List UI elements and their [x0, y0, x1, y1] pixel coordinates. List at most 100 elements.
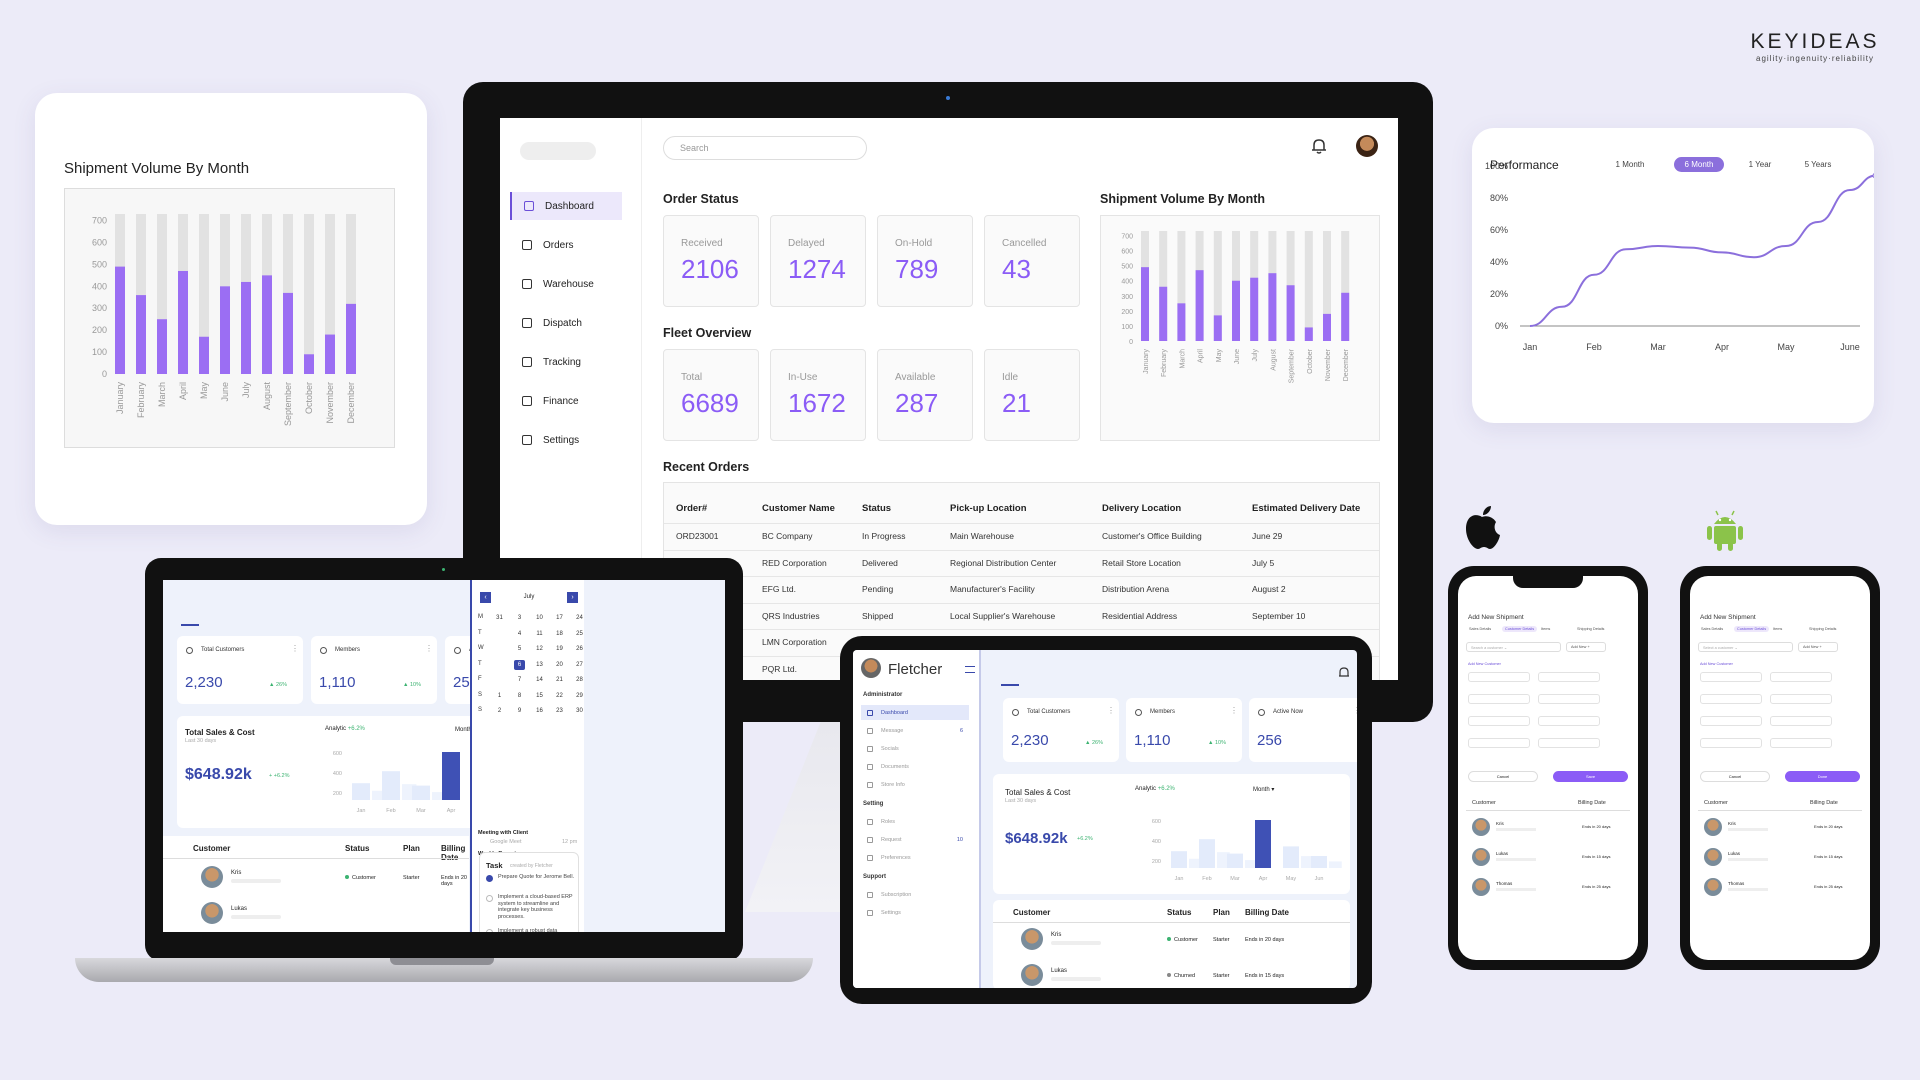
search-input[interactable]: Search — [663, 136, 867, 160]
calendar-date[interactable]: 11 — [536, 630, 543, 637]
avatar[interactable] — [1356, 135, 1378, 157]
perf-tab-5-years[interactable]: 5 Years — [1804, 160, 1832, 169]
sidebar-item-dashboard[interactable]: Dashboard — [510, 192, 622, 220]
calendar-date[interactable]: 10 — [536, 615, 543, 621]
calendar-date[interactable]: 22 — [556, 692, 563, 699]
sidebar-item-finance[interactable]: Finance — [510, 387, 622, 415]
nav-item-socials[interactable]: Socials — [861, 741, 969, 756]
calendar-date[interactable]: 19 — [556, 646, 563, 652]
calendar-date[interactable]: 20 — [556, 661, 563, 668]
nav-item-message[interactable]: Message 6 — [861, 723, 969, 738]
calendar-date[interactable]: 21 — [556, 677, 563, 683]
nav-item-roles[interactable]: Roles — [861, 814, 969, 829]
calendar-date[interactable]: 29 — [576, 692, 583, 699]
calendar-date[interactable]: 28 — [576, 677, 583, 683]
phone-form-field[interactable] — [1468, 672, 1530, 682]
nav-item-request[interactable]: Request 10 — [861, 832, 969, 847]
phone-form-field[interactable] — [1770, 672, 1832, 682]
nav-item-documents[interactable]: Documents — [861, 759, 969, 774]
calendar-prev-button[interactable]: ‹ — [480, 592, 491, 603]
calendar-date[interactable]: 17 — [556, 615, 563, 621]
calendar-date[interactable]: 9 — [517, 708, 522, 714]
calendar-date[interactable]: 12 — [536, 646, 543, 652]
phone-form-field[interactable] — [1700, 694, 1762, 704]
phone-form-field[interactable] — [1700, 738, 1762, 748]
phone-add-new-customer-link[interactable]: Add New Customer — [1700, 662, 1733, 666]
nav-item-store-info[interactable]: Store Info — [861, 777, 969, 792]
phone-form-field[interactable] — [1770, 716, 1832, 726]
calendar-date[interactable]: 15 — [536, 692, 543, 699]
phone-add-new-customer-link[interactable]: Add New Customer — [1468, 662, 1501, 666]
phone-form-field[interactable] — [1700, 716, 1762, 726]
nav-item-preferences[interactable]: Preferences — [861, 850, 969, 865]
phone-cancel-button[interactable]: Cancel — [1700, 771, 1770, 782]
perf-tab-1-year[interactable]: 1 Year — [1748, 160, 1772, 169]
sidebar-item-orders[interactable]: Orders — [510, 231, 622, 259]
calendar-date[interactable]: 1 — [497, 692, 502, 699]
calendar-date[interactable]: 31 — [496, 615, 503, 621]
phone-form-field[interactable] — [1468, 716, 1530, 726]
calendar-date[interactable]: 16 — [536, 708, 543, 714]
calendar-next-button[interactable]: › — [567, 592, 578, 603]
calendar-date[interactable]: 5 — [517, 646, 522, 652]
phone-tab[interactable]: Sales Details — [1469, 627, 1492, 631]
nav-item-dashboard[interactable]: Dashboard — [861, 705, 969, 720]
calendar-date[interactable]: 23 — [556, 708, 563, 714]
phone-tab[interactable]: Items — [1773, 627, 1783, 631]
phone-save-button[interactable]: Save — [1553, 771, 1628, 782]
phone-form-field[interactable] — [1770, 738, 1832, 748]
phone-save-button[interactable]: Done — [1785, 771, 1860, 782]
phone-tab[interactable]: Sales Details — [1701, 627, 1724, 631]
calendar-date[interactable]: 4 — [517, 630, 522, 637]
phone-add-new-button[interactable]: Add New + — [1566, 642, 1606, 652]
phone-customer-select[interactable]: Select a customer ⌄ — [1698, 642, 1793, 652]
more-icon[interactable]: ⋮ — [291, 644, 299, 653]
phone-form-field[interactable] — [1468, 738, 1530, 748]
sidebar-item-tracking[interactable]: Tracking — [510, 348, 622, 376]
calendar-date[interactable]: 26 — [576, 646, 583, 652]
phone-customer-select[interactable]: Search a customer ⌄ — [1466, 642, 1561, 652]
more-icon[interactable]: ⋮ — [425, 644, 433, 653]
nav-item-settings[interactable]: Settings — [861, 905, 969, 920]
phone-tab[interactable]: Shipping Details — [1809, 627, 1837, 631]
phone-tab[interactable]: Shipping Details — [1577, 627, 1605, 631]
perf-tab-6-month[interactable]: 6 Month — [1674, 157, 1724, 172]
phone-cancel-button[interactable]: Cancel — [1468, 771, 1538, 782]
month-dropdown[interactable]: Month ▾ — [455, 727, 477, 733]
phone-form-field[interactable] — [1770, 694, 1832, 704]
phone-form-field[interactable] — [1538, 694, 1600, 704]
calendar-date[interactable]: 27 — [576, 661, 583, 668]
calendar-date[interactable]: 13 — [536, 661, 543, 668]
phone-form-field[interactable] — [1538, 738, 1600, 748]
phone-tab[interactable]: Items — [1541, 627, 1551, 631]
perf-tab-1-month[interactable]: 1 Month — [1615, 160, 1645, 169]
phone-form-field[interactable] — [1700, 672, 1762, 682]
tablet-bell-icon[interactable] — [1339, 666, 1349, 678]
tablet-menu-icon[interactable] — [965, 666, 975, 673]
sidebar-item-dispatch[interactable]: Dispatch — [510, 309, 622, 337]
phone-form-field[interactable] — [1538, 672, 1600, 682]
calendar-date[interactable]: 3 — [517, 615, 522, 621]
task-checkbox[interactable] — [486, 875, 493, 882]
phone-form-field[interactable] — [1538, 716, 1600, 726]
phone-form-field[interactable] — [1468, 694, 1530, 704]
calendar-date[interactable]: 24 — [576, 615, 583, 621]
calendar-date[interactable]: 14 — [536, 677, 543, 683]
more-icon[interactable]: ⋮ — [1353, 706, 1357, 715]
task-checkbox[interactable] — [486, 895, 493, 902]
calendar-date[interactable]: 30 — [576, 708, 583, 714]
sidebar-item-warehouse[interactable]: Warehouse — [510, 270, 622, 298]
calendar-date[interactable]: 8 — [517, 692, 522, 699]
nav-item-subscription[interactable]: Subscription — [861, 887, 969, 902]
more-icon[interactable]: ⋮ — [1230, 706, 1238, 715]
calendar-date[interactable]: 6 — [514, 659, 525, 670]
phone-add-new-button[interactable]: Add New + — [1798, 642, 1838, 652]
phone-tab[interactable]: Customer Details — [1734, 626, 1770, 632]
calendar-date[interactable]: 18 — [556, 630, 563, 637]
phone-tab[interactable]: Customer Details — [1502, 626, 1538, 632]
tablet-month-dropdown[interactable]: Month ▾ — [1253, 787, 1275, 793]
calendar-date[interactable]: 2 — [497, 708, 502, 714]
task-checkbox[interactable] — [486, 929, 493, 932]
more-icon[interactable]: ⋮ — [1107, 706, 1115, 715]
sidebar-item-settings[interactable]: Settings — [510, 426, 622, 454]
